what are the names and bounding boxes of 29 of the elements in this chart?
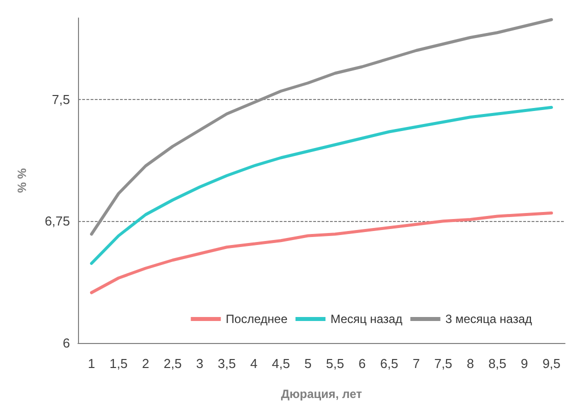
y-tick-label: 6 <box>62 336 70 350</box>
x-axis-title: Дюрация, лет <box>280 387 362 401</box>
line-series <box>90 106 553 265</box>
x-tick-label: 9 <box>520 356 528 371</box>
x-tick-label: 7,5 <box>434 356 452 371</box>
x-tick-label: 2 <box>142 356 150 371</box>
x-tick-label: 6 <box>358 356 366 371</box>
legend-label: Последнее <box>226 312 288 326</box>
y-tick-label: 6,75 <box>44 214 70 229</box>
legend-label: 3 месяца назад <box>445 312 532 326</box>
x-tick-label: 1 <box>88 356 96 371</box>
x-tick-label: 6,5 <box>380 356 398 371</box>
x-tick-label: 5,5 <box>326 356 344 371</box>
x-tick-label: 3,5 <box>218 356 236 371</box>
y-axis-title: % % <box>15 168 29 193</box>
x-tick-label: 3 <box>196 356 204 371</box>
x-tick-label: 1,5 <box>110 356 128 371</box>
x-tick-label: 7 <box>412 356 420 371</box>
y-tick-label: 7,5 <box>52 92 70 107</box>
x-tick-label: 2,5 <box>164 356 182 371</box>
x-tick-label: 4,5 <box>272 356 290 371</box>
x-tick-label: 5 <box>304 356 312 371</box>
x-tick-label: 4 <box>250 356 258 371</box>
line-series <box>90 212 553 294</box>
line-series <box>90 18 553 236</box>
legend-label: Месяц назад <box>330 312 402 326</box>
x-tick-label: 9,5 <box>542 356 561 371</box>
x-tick-label: 8,5 <box>488 356 506 371</box>
x-tick-label: 8 <box>466 356 474 371</box>
